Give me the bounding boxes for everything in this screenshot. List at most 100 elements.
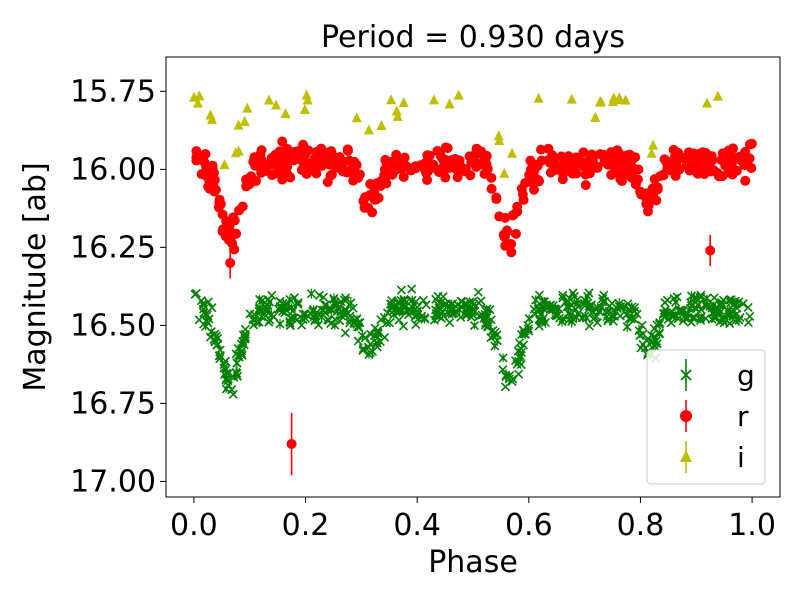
legend-label: r (737, 400, 749, 433)
data-point (321, 300, 331, 310)
data-point (648, 139, 659, 150)
data-point (358, 344, 368, 354)
data-point (608, 316, 618, 326)
data-point (667, 311, 677, 321)
data-point (651, 195, 662, 206)
data-point (326, 148, 337, 159)
data-point (602, 307, 612, 317)
data-point (239, 340, 249, 350)
data-point (223, 231, 234, 242)
data-point (225, 257, 236, 268)
data-point (700, 147, 711, 158)
data-point (340, 328, 350, 338)
data-point (294, 145, 305, 156)
data-point (579, 298, 589, 309)
data-point (514, 338, 524, 348)
data-point (396, 156, 407, 167)
data-point (526, 177, 537, 188)
data-point (551, 310, 561, 321)
data-point (215, 345, 225, 355)
data-point (598, 293, 608, 304)
data-point (329, 294, 339, 304)
data-point (204, 167, 215, 178)
data-point (595, 96, 606, 107)
data-point (558, 313, 568, 324)
data-point (643, 334, 653, 344)
data-point (614, 92, 625, 103)
data-point (624, 169, 635, 180)
data-point (686, 162, 697, 173)
data-point (622, 322, 632, 332)
data-point (407, 284, 417, 294)
data-point (591, 311, 601, 321)
data-point (192, 97, 203, 108)
data-point (236, 339, 246, 349)
data-point (486, 172, 497, 183)
data-point (246, 171, 257, 182)
data-point (332, 306, 342, 316)
data-point (501, 372, 511, 382)
data-point (557, 174, 568, 185)
y-tick-label: 17.00 (70, 464, 156, 499)
data-point (612, 304, 623, 314)
data-point (704, 159, 715, 170)
data-point (440, 172, 451, 183)
data-point (277, 136, 288, 147)
data-point (654, 328, 664, 338)
data-point (734, 297, 744, 307)
data-point (285, 321, 295, 331)
data-point (514, 369, 524, 379)
data-point (675, 152, 686, 163)
data-point (394, 315, 404, 325)
data-point (531, 295, 541, 305)
data-point (517, 189, 528, 200)
x-tick-label: 0.0 (170, 508, 218, 543)
data-point (593, 303, 603, 313)
data-point (223, 376, 233, 386)
data-point (396, 285, 406, 295)
data-point (572, 298, 583, 308)
data-point (309, 312, 319, 322)
data-point (473, 287, 483, 297)
data-point (452, 300, 463, 310)
data-point (539, 297, 549, 307)
data-point (723, 167, 734, 178)
series-g (190, 284, 755, 399)
data-point (500, 382, 510, 392)
data-point (467, 309, 477, 319)
data-point (499, 167, 510, 178)
data-point (397, 306, 407, 316)
data-point (571, 154, 582, 165)
data-point (293, 299, 303, 309)
data-point (301, 89, 312, 100)
data-point (419, 313, 430, 323)
data-point (394, 297, 404, 307)
data-point (743, 302, 753, 312)
data-point (468, 157, 479, 168)
data-point (250, 160, 261, 171)
data-point (476, 296, 486, 306)
data-point (466, 312, 476, 322)
data-point (367, 346, 378, 357)
data-point (313, 320, 324, 330)
data-point (598, 297, 608, 307)
data-point (242, 102, 253, 113)
legend-label: g (737, 359, 755, 392)
data-point (303, 145, 314, 156)
data-point (646, 147, 657, 158)
data-point (298, 157, 309, 168)
data-point (342, 144, 353, 155)
data-point (194, 90, 205, 101)
data-point (444, 98, 455, 109)
data-point (254, 317, 264, 327)
data-point (533, 176, 544, 187)
data-point (674, 306, 684, 316)
data-point (376, 120, 387, 131)
data-point (567, 316, 577, 326)
data-point (299, 103, 310, 114)
data-point (267, 290, 277, 301)
data-point (498, 229, 509, 240)
data-point (436, 163, 447, 174)
data-point (658, 170, 669, 181)
data-point (707, 303, 717, 313)
